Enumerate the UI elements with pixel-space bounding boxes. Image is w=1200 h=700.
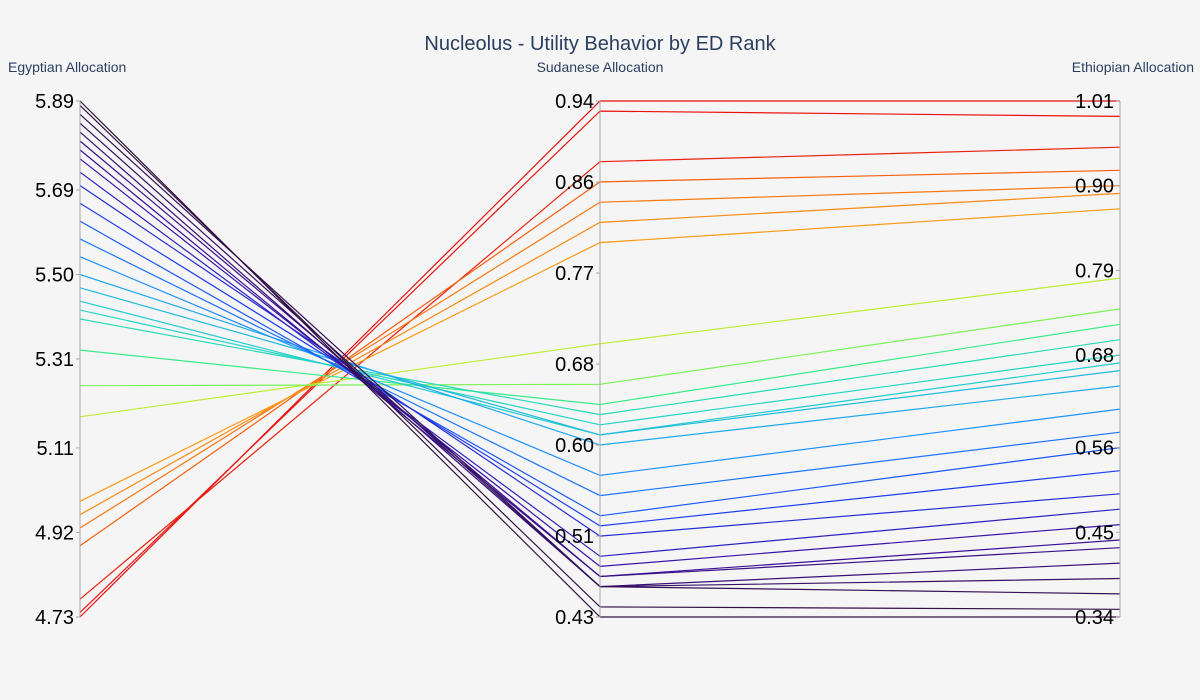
tick-label: 0.94 <box>555 91 594 113</box>
tick-label: 0.68 <box>555 354 594 376</box>
tick-label: 0.68 <box>1075 345 1114 367</box>
tick-label: 4.73 <box>35 607 74 629</box>
tick-label: 0.34 <box>1075 607 1114 629</box>
tick-label: 1.01 <box>1075 91 1114 113</box>
axis-title-2: Ethiopian Allocation <box>1072 59 1194 75</box>
tick-label: 0.43 <box>555 607 594 629</box>
tick-label: 5.69 <box>35 180 74 202</box>
tick-label: 0.56 <box>1075 438 1114 460</box>
tick-label: 5.50 <box>35 264 74 286</box>
tick-label: 0.51 <box>555 526 594 548</box>
tick-label: 0.86 <box>555 172 594 194</box>
axes: Egyptian Allocation 4.73 4.92 5.11 5.31 5.50 5… <box>8 59 1194 629</box>
tick-label: 5.89 <box>35 91 74 113</box>
tick-label: 0.79 <box>1075 260 1114 282</box>
axis-title-1: Sudanese Allocation <box>537 59 664 75</box>
tick-label: 0.77 <box>555 263 594 285</box>
tick-label: 0.45 <box>1075 522 1114 544</box>
axis-title-0: Egyptian Allocation <box>8 59 126 75</box>
tick-label: 0.60 <box>555 435 594 457</box>
tick-label: 0.90 <box>1075 176 1114 198</box>
chart-title: Nucleolus - Utility Behavior by ED Rank <box>424 33 776 55</box>
tick-label: 4.92 <box>35 522 74 544</box>
tick-label: 5.31 <box>35 349 74 371</box>
tick-label: 5.11 <box>37 438 74 460</box>
